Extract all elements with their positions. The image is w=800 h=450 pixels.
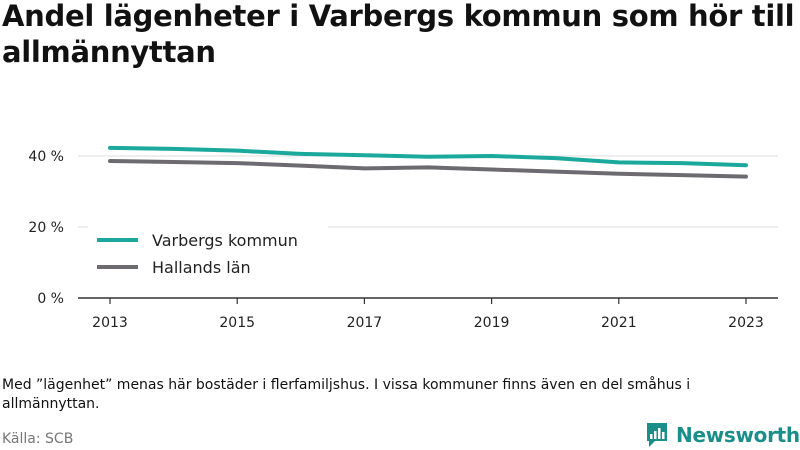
x-tick-label: 2017 xyxy=(347,315,383,331)
x-axis: 2013 2015 2017 2019 2021 2023 xyxy=(78,297,778,331)
x-tick-label: 2015 xyxy=(219,315,255,331)
newsworthy-logo-icon xyxy=(647,423,667,447)
chart-title: Andel lägenheter i Varbergs kommun som h… xyxy=(2,0,795,69)
legend: Varbergs kommun Hallands län xyxy=(88,222,328,280)
newsworthy-logo-text: Newsworthy xyxy=(676,423,800,447)
y-tick-label: 0 % xyxy=(37,291,64,307)
y-tick-label: 40 % xyxy=(28,149,64,165)
legend-label: Hallands län xyxy=(152,258,251,277)
line-chart: 0 % 20 % 40 % 2013 2015 2017 2019 2021 2023 Var… xyxy=(28,145,778,331)
x-tick-label: 2021 xyxy=(601,315,637,331)
legend-background xyxy=(88,222,328,280)
y-tick-label: 20 % xyxy=(28,220,64,236)
footnote: Med ”lägenhet” menas här bostäder i fler… xyxy=(2,377,691,412)
legend-label: Varbergs kommun xyxy=(152,231,298,250)
series-lines xyxy=(108,145,748,179)
x-tick-label: 2023 xyxy=(728,315,764,331)
x-tick-label: 2013 xyxy=(92,315,128,331)
source-label: Källa: SCB xyxy=(2,431,74,447)
x-tick-label: 2019 xyxy=(474,315,510,331)
newsworthy-logo[interactable]: Newsworthy xyxy=(645,421,800,449)
